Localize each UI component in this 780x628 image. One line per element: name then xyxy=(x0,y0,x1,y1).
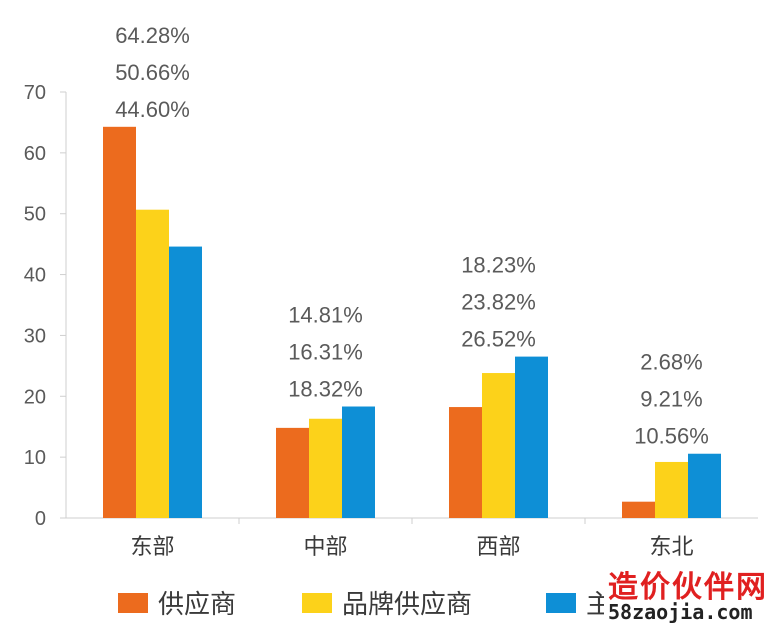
bar xyxy=(103,126,136,518)
data-label: 9.21% xyxy=(640,387,702,412)
data-label: 18.32% xyxy=(288,377,363,402)
bar xyxy=(515,356,548,518)
watermark-url: 58zaojia.com xyxy=(608,600,753,624)
bar xyxy=(169,246,202,518)
y-tick-label: 0 xyxy=(35,508,46,530)
y-tick-label: 40 xyxy=(24,265,46,287)
watermark-text: 造价伙伴网 xyxy=(608,570,768,605)
legend-swatch-series-3 xyxy=(546,592,576,613)
data-label: 16.31% xyxy=(288,340,363,365)
y-tick-label: 70 xyxy=(24,82,46,104)
bar xyxy=(449,407,482,518)
bar xyxy=(622,501,655,518)
y-tick-label: 30 xyxy=(24,325,46,347)
bar xyxy=(342,406,375,518)
x-tick-label: 东北 xyxy=(649,534,693,559)
chart-axes: 0 10 20 30 40 50 60 70 东部 中部 西部 东北 xyxy=(24,82,758,559)
chart-bars xyxy=(103,126,721,519)
legend-item-series-3: 主 xyxy=(546,584,612,621)
legend-swatch-series-2 xyxy=(302,592,332,613)
bar xyxy=(482,373,515,518)
bar xyxy=(309,418,342,518)
data-label: 64.28% xyxy=(115,23,190,48)
watermark-logo: 造价伙伴网 58zaojia.com xyxy=(604,560,780,628)
x-tick-label: 西部 xyxy=(476,534,520,559)
legend-swatch-series-1 xyxy=(118,592,148,613)
y-tick-label: 50 xyxy=(24,204,46,226)
bar xyxy=(688,453,721,518)
data-label: 2.68% xyxy=(640,350,702,375)
bar xyxy=(276,427,309,518)
bar xyxy=(655,461,688,518)
legend-item-series-1: 供应商 xyxy=(118,584,236,621)
data-label: 10.56% xyxy=(634,424,709,449)
data-label: 44.60% xyxy=(115,97,190,122)
data-label: 18.23% xyxy=(461,253,536,278)
bar-chart: 0 10 20 30 40 50 60 70 东部 中部 西部 东北 64.28% 50.66% 44.6… xyxy=(24,23,758,559)
y-tick-label: 20 xyxy=(24,386,46,408)
y-tick-label: 10 xyxy=(24,447,46,469)
x-tick-label: 东部 xyxy=(130,534,174,559)
legend-label-series-2: 品牌供应商 xyxy=(342,589,473,619)
data-label: 50.66% xyxy=(115,60,190,85)
data-label: 14.81% xyxy=(288,303,363,328)
data-label: 26.52% xyxy=(461,327,536,352)
legend-item-series-2: 品牌供应商 xyxy=(302,584,472,621)
data-label: 23.82% xyxy=(461,290,536,315)
legend-label-series-1: 供应商 xyxy=(158,589,237,619)
bar xyxy=(136,209,169,519)
chart-data-labels: 64.28% 50.66% 44.60% 14.81% 16.31% 18.32% 18.2… xyxy=(115,23,709,449)
x-tick-label: 中部 xyxy=(303,534,347,559)
y-tick-label: 60 xyxy=(24,143,46,165)
